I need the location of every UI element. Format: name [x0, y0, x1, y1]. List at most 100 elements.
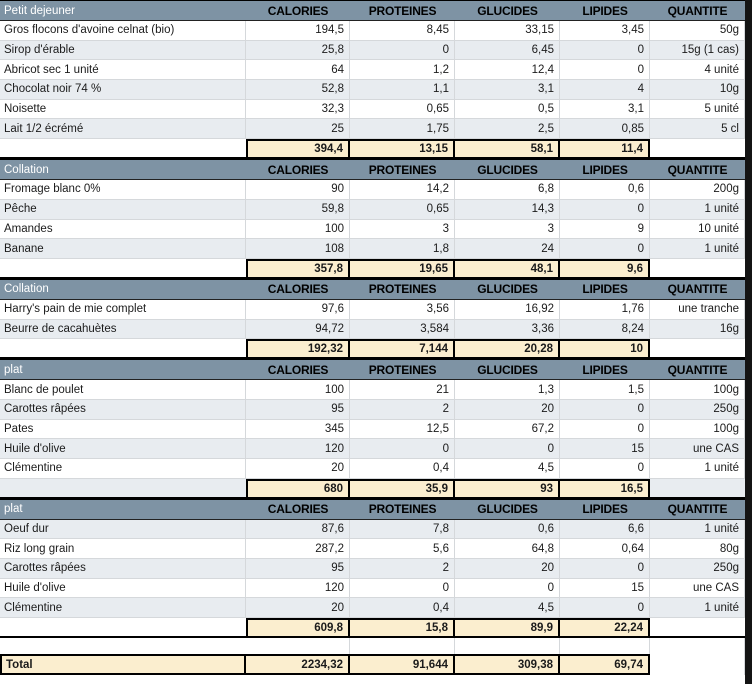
- item-label[interactable]: Huile d'olive: [0, 439, 246, 459]
- quantite-cell[interactable]: 1 unité: [650, 459, 745, 479]
- item-label[interactable]: Amandes: [0, 219, 246, 240]
- proteines-cell[interactable]: 1,8: [350, 239, 455, 259]
- quantite-cell[interactable]: 80g: [650, 539, 745, 560]
- item-label[interactable]: Clémentine: [0, 598, 246, 619]
- subtotal-lipides[interactable]: 11,4: [560, 139, 650, 160]
- item-label[interactable]: Pates: [0, 419, 246, 440]
- section-title[interactable]: plat: [4, 363, 23, 376]
- subtotal-calories[interactable]: 357,8: [246, 258, 350, 279]
- total-lipides[interactable]: 69,74: [560, 654, 650, 676]
- lipides-cell[interactable]: 0: [560, 60, 650, 81]
- glucides-cell[interactable]: 6,45: [455, 40, 560, 61]
- column-header-glucides[interactable]: GLUCIDES: [477, 362, 538, 377]
- column-header-lipides[interactable]: LIPIDES: [582, 282, 628, 297]
- quantite-cell[interactable]: une tranche: [650, 299, 745, 320]
- proteines-cell[interactable]: 8,45: [350, 21, 455, 41]
- proteines-cell[interactable]: 0: [350, 40, 455, 61]
- calories-cell[interactable]: 120: [246, 439, 350, 459]
- item-label[interactable]: Fromage blanc 0%: [0, 180, 246, 200]
- total-proteines[interactable]: 91,644: [350, 654, 455, 676]
- calories-cell[interactable]: 20: [246, 459, 350, 479]
- column-header-lipides[interactable]: LIPIDES: [582, 162, 628, 177]
- quantite-cell[interactable]: 4 unité: [650, 60, 745, 81]
- calories-cell[interactable]: 25: [246, 119, 350, 140]
- item-label[interactable]: Banane: [0, 239, 246, 259]
- calories-cell[interactable]: 59,8: [246, 199, 350, 220]
- subtotal-proteines[interactable]: 7,144: [350, 339, 455, 360]
- glucides-cell[interactable]: 0: [455, 578, 560, 599]
- glucides-cell[interactable]: 1,3: [455, 380, 560, 400]
- lipides-cell[interactable]: 0: [560, 40, 650, 61]
- quantite-cell[interactable]: 1 unité: [650, 598, 745, 619]
- calories-cell[interactable]: 97,6: [246, 299, 350, 320]
- calories-cell[interactable]: 100: [246, 219, 350, 240]
- blank-cell[interactable]: [650, 638, 745, 655]
- calories-cell[interactable]: 90: [246, 180, 350, 200]
- quantite-cell[interactable]: 100g: [650, 380, 745, 400]
- section-title[interactable]: Collation: [4, 163, 49, 176]
- calories-cell[interactable]: 95: [246, 559, 350, 579]
- item-label[interactable]: Chocolat noir 74 %: [0, 80, 246, 100]
- proteines-cell[interactable]: 2: [350, 559, 455, 579]
- lipides-cell[interactable]: 15: [560, 439, 650, 459]
- glucides-cell[interactable]: 14,3: [455, 199, 560, 220]
- lipides-cell[interactable]: 3,1: [560, 99, 650, 120]
- calories-cell[interactable]: 95: [246, 399, 350, 420]
- column-header-proteines[interactable]: PROTEINES: [368, 502, 437, 517]
- blank-cell[interactable]: [246, 638, 350, 655]
- column-header-lipides[interactable]: LIPIDES: [582, 502, 628, 517]
- item-label[interactable]: Clémentine: [0, 459, 246, 479]
- column-header-calories[interactable]: CALORIES: [267, 282, 329, 297]
- subtotal-lipides[interactable]: 22,24: [560, 618, 650, 639]
- item-label[interactable]: Noisette: [0, 99, 246, 120]
- calories-cell[interactable]: 87,6: [246, 519, 350, 540]
- lipides-cell[interactable]: 1,5: [560, 380, 650, 400]
- section-title[interactable]: Petit dejeuner: [4, 4, 75, 17]
- subtotal-proteines[interactable]: 19,65: [350, 258, 455, 279]
- proteines-cell[interactable]: 1,2: [350, 60, 455, 81]
- proteines-cell[interactable]: 12,5: [350, 419, 455, 440]
- proteines-cell[interactable]: 5,6: [350, 539, 455, 560]
- proteines-cell[interactable]: 0: [350, 578, 455, 599]
- quantite-cell[interactable]: 1 unité: [650, 239, 745, 259]
- column-header-quantite[interactable]: QUANTITE: [667, 282, 728, 297]
- column-header-proteines[interactable]: PROTEINES: [368, 162, 437, 177]
- column-header-lipides[interactable]: LIPIDES: [582, 3, 628, 18]
- item-label[interactable]: Oeuf dur: [0, 519, 246, 540]
- quantite-cell[interactable]: 1 unité: [650, 199, 745, 220]
- proteines-cell[interactable]: 2: [350, 399, 455, 420]
- section-title[interactable]: plat: [4, 503, 23, 516]
- subtotal-lipides[interactable]: 16,5: [560, 478, 650, 499]
- item-label[interactable]: Riz long grain: [0, 539, 246, 560]
- lipides-cell[interactable]: 0,64: [560, 539, 650, 560]
- proteines-cell[interactable]: 0: [350, 439, 455, 459]
- glucides-cell[interactable]: 20: [455, 399, 560, 420]
- blank-cell[interactable]: [0, 638, 246, 655]
- glucides-cell[interactable]: 16,92: [455, 299, 560, 320]
- calories-cell[interactable]: 94,72: [246, 319, 350, 340]
- lipides-cell[interactable]: 0: [560, 199, 650, 220]
- lipides-cell[interactable]: 3,45: [560, 21, 650, 41]
- proteines-cell[interactable]: 3,584: [350, 319, 455, 340]
- subtotal-proteines[interactable]: 15,8: [350, 618, 455, 639]
- item-label[interactable]: Carottes râpées: [0, 559, 246, 579]
- subtotal-lipides[interactable]: 9,6: [560, 258, 650, 279]
- item-label[interactable]: Abricot sec 1 unité: [0, 60, 246, 81]
- proteines-cell[interactable]: 1,1: [350, 80, 455, 100]
- quantite-cell[interactable]: 5 cl: [650, 119, 745, 140]
- glucides-cell[interactable]: 67,2: [455, 419, 560, 440]
- proteines-cell[interactable]: 14,2: [350, 180, 455, 200]
- item-label[interactable]: Carottes râpées: [0, 399, 246, 420]
- subtotal-glucides[interactable]: 48,1: [455, 258, 560, 279]
- quantite-cell[interactable]: une CAS: [650, 439, 745, 459]
- quantite-cell[interactable]: 5 unité: [650, 99, 745, 120]
- subtotal-proteines[interactable]: 35,9: [350, 478, 455, 499]
- subtotal-glucides[interactable]: 58,1: [455, 139, 560, 160]
- calories-cell[interactable]: 100: [246, 380, 350, 400]
- proteines-cell[interactable]: 3: [350, 219, 455, 240]
- item-label[interactable]: Blanc de poulet: [0, 380, 246, 400]
- calories-cell[interactable]: 120: [246, 578, 350, 599]
- lipides-cell[interactable]: 0,85: [560, 119, 650, 140]
- lipides-cell[interactable]: 4: [560, 80, 650, 100]
- calories-cell[interactable]: 52,8: [246, 80, 350, 100]
